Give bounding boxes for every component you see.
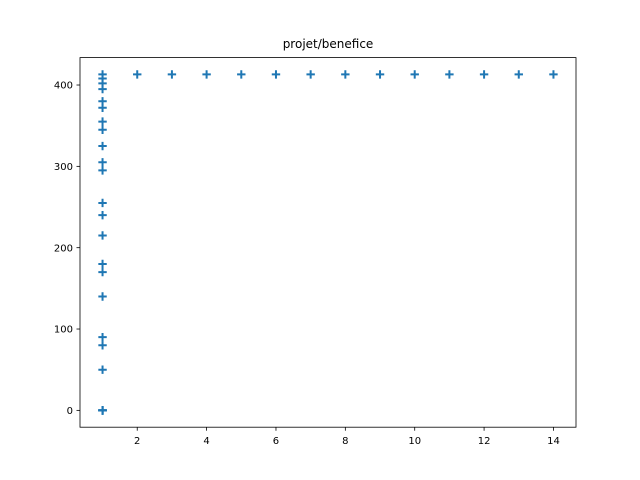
data-point <box>133 70 142 79</box>
x-tick-label: 8 <box>342 436 348 447</box>
x-tick-label: 2 <box>134 436 140 447</box>
x-tick-label: 14 <box>547 436 560 447</box>
y-tick-label: 300 <box>54 162 73 173</box>
x-tick-label: 6 <box>273 436 279 447</box>
chart-title: projet/benefice <box>283 37 374 51</box>
data-point <box>202 70 211 79</box>
x-axis: 2 4 6 8 10 12 14 <box>134 427 560 447</box>
data-point <box>98 267 107 277</box>
data-point <box>375 70 385 79</box>
data-point <box>479 70 489 79</box>
y-tick-label: 0 <box>67 406 73 417</box>
data-point <box>98 332 107 342</box>
x-tick-label: 12 <box>478 436 491 447</box>
data-point <box>237 70 246 79</box>
data-point <box>98 166 107 175</box>
data-point <box>98 70 107 79</box>
data-point <box>98 210 107 220</box>
data-point <box>410 70 419 79</box>
x-tick-label: 4 <box>203 436 209 447</box>
data-point <box>445 70 454 79</box>
data-point <box>98 117 107 126</box>
data-point <box>98 141 107 151</box>
data-point <box>98 341 107 350</box>
data-point <box>514 70 523 79</box>
data-point <box>98 365 107 374</box>
data-point <box>98 292 107 301</box>
y-tick-label: 400 <box>54 81 73 92</box>
data-point <box>98 158 107 167</box>
data-point <box>306 70 315 79</box>
data-points <box>98 70 558 415</box>
data-point <box>98 406 107 415</box>
data-point <box>341 70 350 79</box>
x-tick-label: 10 <box>408 436 421 447</box>
data-point <box>98 259 107 269</box>
data-point <box>549 70 558 79</box>
data-point <box>271 70 281 79</box>
y-tick-label: 200 <box>54 243 73 254</box>
data-point <box>98 198 107 208</box>
data-point <box>98 125 107 134</box>
plot-frame <box>79 57 577 428</box>
data-point <box>167 70 177 79</box>
data-point <box>98 231 107 240</box>
y-axis: 0 100 200 300 400 <box>54 81 80 417</box>
data-point <box>98 97 107 106</box>
y-tick-label: 100 <box>54 325 73 336</box>
